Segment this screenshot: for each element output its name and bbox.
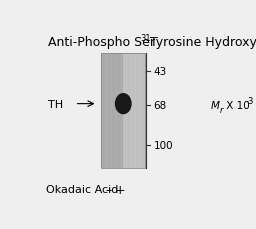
Text: TH: TH (48, 99, 63, 109)
Bar (101, 54, 145, 169)
Text: Tyrosine Hydroxylase: Tyrosine Hydroxylase (146, 35, 256, 48)
Text: 31: 31 (140, 34, 151, 43)
Bar (101, 54, 123, 169)
Ellipse shape (115, 94, 132, 115)
Text: 68: 68 (153, 101, 167, 111)
Text: X 10: X 10 (223, 101, 250, 111)
Text: –: – (105, 183, 112, 196)
Text: M: M (210, 101, 220, 111)
Text: +: + (115, 183, 126, 196)
Text: r: r (219, 106, 223, 115)
Text: Anti-Phospho Ser: Anti-Phospho Ser (48, 35, 155, 48)
Bar (123, 54, 145, 169)
Text: 43: 43 (153, 67, 167, 76)
Text: Okadaic Acid: Okadaic Acid (46, 184, 118, 194)
Text: 100: 100 (153, 141, 173, 151)
Text: -3: -3 (245, 97, 254, 106)
